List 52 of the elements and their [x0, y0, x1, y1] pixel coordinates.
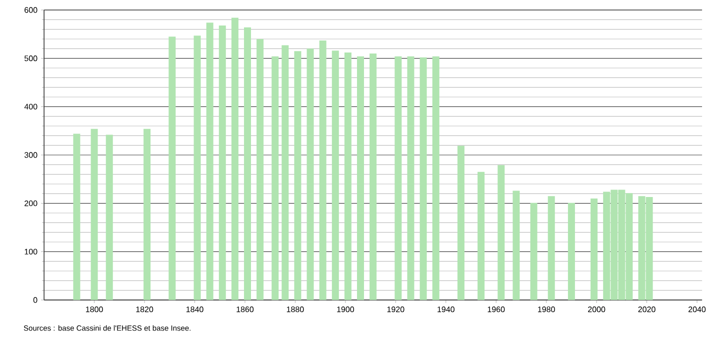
- bar: [282, 45, 289, 300]
- x-tick-label: 2020: [638, 306, 656, 312]
- bar: [498, 165, 505, 300]
- bar: [90, 128, 98, 300]
- y-tick-label: 100: [24, 248, 38, 254]
- bar: [144, 128, 151, 300]
- bar: [244, 27, 251, 300]
- bar: [407, 56, 414, 300]
- bar: [548, 196, 555, 300]
- bar: [530, 202, 538, 300]
- x-tick-label: 1980: [538, 306, 555, 312]
- bar: [306, 48, 314, 300]
- x-tick-label: 1860: [236, 306, 254, 312]
- bar: [344, 52, 352, 300]
- bar: [457, 146, 464, 300]
- y-tick-label: 300: [24, 152, 38, 158]
- bar: [168, 36, 176, 300]
- bar: [357, 56, 364, 300]
- x-tick-label: 2000: [588, 306, 606, 312]
- bar: [394, 56, 402, 300]
- x-tick-label: 1900: [337, 306, 354, 312]
- bar: [420, 57, 427, 300]
- bar: [294, 51, 302, 300]
- x-tick-label: 1820: [136, 306, 154, 312]
- x-tick-label: 1960: [488, 306, 505, 312]
- y-tick-label: 400: [24, 104, 38, 110]
- x-tick-label: 1880: [286, 306, 304, 312]
- bar: [319, 40, 326, 300]
- bar: [206, 22, 214, 300]
- bar: [256, 39, 264, 300]
- y-tick-label: 600: [24, 7, 38, 13]
- bar: [568, 202, 575, 300]
- bar: [272, 56, 279, 300]
- x-tick-label: 1940: [438, 306, 454, 312]
- bar: [218, 25, 226, 300]
- bar: [194, 36, 201, 300]
- bar: [478, 172, 485, 300]
- bar: [512, 190, 520, 300]
- y-tick-label: 200: [24, 200, 38, 206]
- bar: [590, 198, 598, 300]
- x-tick-label: 1920: [387, 306, 404, 312]
- y-tick-label: 500: [24, 56, 38, 62]
- bar: [231, 18, 238, 300]
- x-tick-label: 1800: [86, 306, 103, 312]
- bar: [73, 134, 80, 300]
- bar: [432, 56, 440, 300]
- x-tick-label: 1840: [186, 306, 204, 312]
- y-tick-label: 0: [33, 297, 38, 303]
- bar: [332, 50, 339, 300]
- x-tick-label: 2040: [688, 306, 706, 312]
- bar: [370, 54, 377, 300]
- bar: [106, 134, 113, 300]
